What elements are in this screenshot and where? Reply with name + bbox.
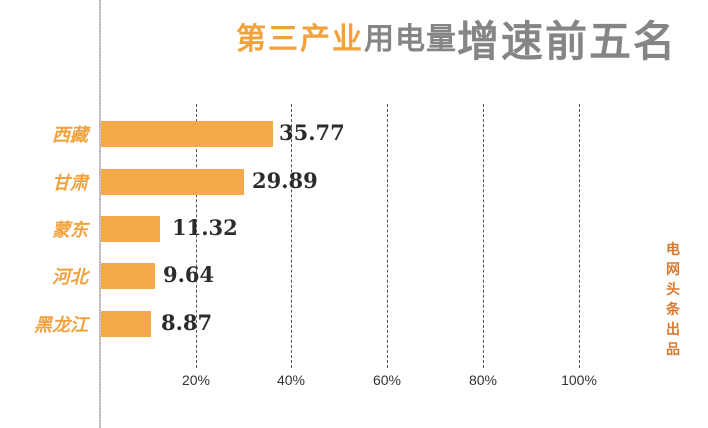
value-label: 35.77: [279, 120, 345, 145]
value-label: 11.32: [172, 215, 238, 240]
gridline-80: [483, 104, 484, 368]
gridline-60: [387, 104, 388, 368]
credit-char: 条: [666, 302, 680, 318]
chart-title: 第三产业用电量增速前五名: [236, 14, 677, 66]
x-tick-100: 100%: [561, 372, 597, 388]
gridline-20: [196, 104, 197, 368]
bar: [101, 216, 160, 242]
credit-char: 头: [666, 282, 680, 298]
category-label: 河北: [52, 267, 88, 288]
credit-char: 品: [666, 342, 680, 358]
x-tick-20: 20%: [181, 372, 211, 388]
bar: [101, 263, 155, 289]
title-emphasis: 增速前五名: [457, 17, 678, 66]
gridline-100: [579, 104, 580, 368]
x-tick-60: 60%: [372, 372, 402, 388]
bar: [101, 169, 244, 195]
category-label: 西藏: [52, 125, 88, 146]
credit-char: 出: [666, 322, 680, 338]
gridline-40: [291, 104, 292, 368]
x-tick-40: 40%: [276, 372, 306, 388]
title-middle: 用电量: [364, 22, 457, 57]
category-label: 蒙东: [52, 220, 88, 241]
x-tick-80: 80%: [468, 372, 498, 388]
credit-char: 电: [666, 242, 680, 258]
category-label: 甘肃: [52, 173, 88, 194]
value-label: 8.87: [161, 310, 213, 335]
credit-text: 电 网 头 条 出 品: [663, 240, 683, 360]
title-accent: 第三产业: [236, 22, 364, 57]
category-label: 黑龙江: [34, 315, 88, 336]
bar: [101, 121, 273, 147]
value-label: 9.64: [163, 262, 215, 287]
y-axis-line: [99, 0, 101, 428]
value-label: 29.89: [252, 168, 318, 193]
bar: [101, 311, 151, 337]
credit-char: 网: [666, 262, 680, 278]
